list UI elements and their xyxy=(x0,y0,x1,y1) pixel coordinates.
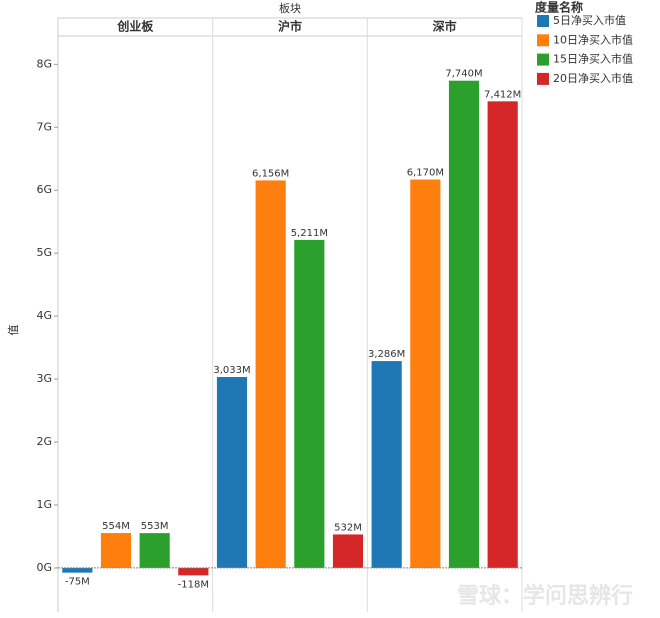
legend-swatch xyxy=(537,53,549,66)
y-tick-label: 6G xyxy=(36,183,52,196)
legend-swatch xyxy=(537,72,549,85)
y-axis-title: 值 xyxy=(7,325,20,336)
y-tick-label: 8G xyxy=(36,57,52,70)
y-tick-label: 5G xyxy=(36,246,52,259)
bar xyxy=(62,567,93,573)
y-tick-label: 2G xyxy=(36,435,52,448)
value-label: 553M xyxy=(141,521,169,532)
bar xyxy=(216,377,248,568)
y-tick-label: 3G xyxy=(36,372,52,385)
value-label: 7,740M xyxy=(445,69,482,80)
y-tick-label: 0G xyxy=(36,561,52,574)
column-header: 板块 xyxy=(279,1,301,15)
value-label: -118M xyxy=(178,579,209,590)
value-label: 6,156M xyxy=(252,168,289,179)
panel-label: 创业板 xyxy=(116,19,154,34)
legend-swatch xyxy=(537,15,549,27)
legend-label: 10日净买入市值 xyxy=(553,32,633,46)
bar xyxy=(294,239,325,568)
value-label: 3,033M xyxy=(213,365,250,376)
legend-label: 20日净买入市值 xyxy=(553,71,633,85)
value-label: 554M xyxy=(102,521,130,532)
panel-label: 深市 xyxy=(433,19,457,34)
value-label: 7,412M xyxy=(484,89,521,100)
bar xyxy=(255,180,286,568)
bar xyxy=(448,80,480,568)
legend-label: 5日净买入市值 xyxy=(553,13,626,27)
bar xyxy=(371,361,402,568)
bar xyxy=(139,533,170,568)
value-label: 3,286M xyxy=(368,349,405,360)
legend-label: 15日净买入市值 xyxy=(553,52,633,66)
bar xyxy=(100,533,132,568)
y-tick-label: 1G xyxy=(36,498,52,511)
value-label: 6,170M xyxy=(407,168,444,179)
legend-swatch xyxy=(537,34,549,47)
value-label: 532M xyxy=(334,522,362,533)
value-label: 5,211M xyxy=(291,228,328,239)
panel-label: 沪市 xyxy=(278,19,302,34)
y-tick-label: 4G xyxy=(36,309,52,322)
bar xyxy=(487,101,518,568)
bar xyxy=(332,534,364,568)
bar xyxy=(178,567,209,576)
legend-title: 度量名称 xyxy=(535,0,583,15)
bar xyxy=(410,179,441,568)
y-tick-label: 7G xyxy=(36,120,52,133)
value-label: -75M xyxy=(65,577,90,588)
watermark: 雪球：学问思辨行 xyxy=(457,583,633,609)
